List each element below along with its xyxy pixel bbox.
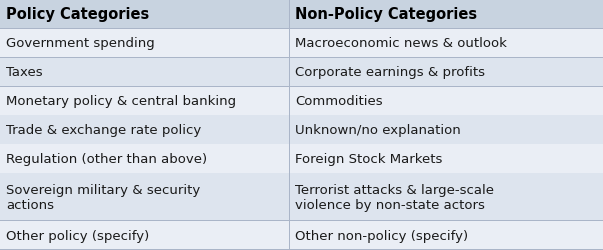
Bar xyxy=(0,0,603,1)
Bar xyxy=(0,249,603,250)
Text: Foreign Stock Markets: Foreign Stock Markets xyxy=(295,152,443,165)
Text: Government spending: Government spending xyxy=(6,37,155,50)
Bar xyxy=(0,58,603,87)
Text: Non-Policy Categories: Non-Policy Categories xyxy=(295,7,478,22)
Bar xyxy=(0,220,603,221)
Text: Monetary policy & central banking: Monetary policy & central banking xyxy=(6,95,236,108)
Text: Unknown/no explanation: Unknown/no explanation xyxy=(295,124,461,136)
Text: Trade & exchange rate policy: Trade & exchange rate policy xyxy=(6,124,201,136)
Bar xyxy=(0,86,603,87)
Bar xyxy=(0,115,603,116)
Text: Terrorist attacks & large-scale
violence by non-state actors: Terrorist attacks & large-scale violence… xyxy=(295,183,494,211)
Bar xyxy=(0,87,603,116)
Text: Taxes: Taxes xyxy=(6,66,43,79)
Bar xyxy=(0,173,603,221)
Bar xyxy=(0,221,603,250)
Text: Regulation (other than above): Regulation (other than above) xyxy=(6,152,207,165)
Bar xyxy=(0,29,603,58)
Bar xyxy=(288,0,291,250)
Bar xyxy=(0,173,603,174)
Text: Macroeconomic news & outlook: Macroeconomic news & outlook xyxy=(295,37,507,50)
Bar xyxy=(0,144,603,145)
Text: Sovereign military & security
actions: Sovereign military & security actions xyxy=(6,183,200,211)
Bar xyxy=(0,144,603,173)
Bar xyxy=(0,116,603,144)
Text: Other policy (specify): Other policy (specify) xyxy=(6,229,150,242)
Text: Commodities: Commodities xyxy=(295,95,383,108)
Bar xyxy=(0,0,603,29)
Text: Policy Categories: Policy Categories xyxy=(6,7,150,22)
Text: Other non-policy (specify): Other non-policy (specify) xyxy=(295,229,469,242)
Text: Corporate earnings & profits: Corporate earnings & profits xyxy=(295,66,485,79)
